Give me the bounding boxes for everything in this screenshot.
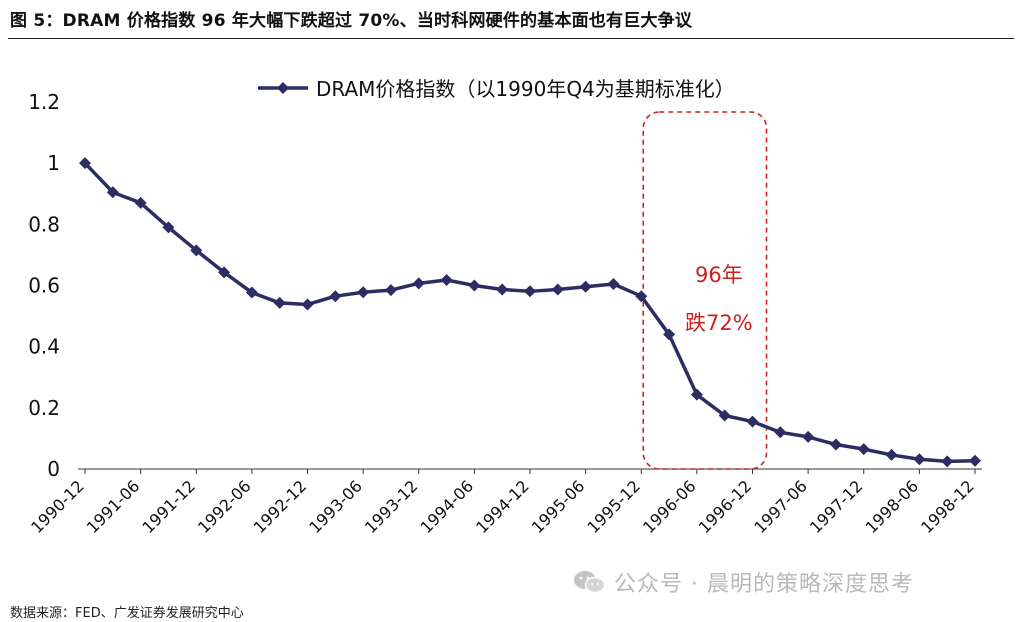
wechat-icon: [574, 571, 606, 594]
data-point: [218, 266, 231, 279]
data-point: [440, 273, 453, 286]
series-line: [83, 161, 977, 464]
data-point: [941, 455, 954, 468]
x-tick-label: 1998-06: [861, 476, 922, 537]
data-point: [802, 430, 815, 443]
source-note: 数据来源：FED、广发证券发展研究中心: [10, 606, 244, 621]
legend-label: DRAM价格指数（以1990年Q4为基期标准化）: [316, 77, 735, 101]
legend-swatch: [258, 81, 308, 94]
x-tick-label: 1993-06: [305, 476, 366, 537]
x-tick-label: 1994-06: [416, 476, 477, 537]
data-point: [857, 443, 870, 456]
x-tick-label: 1993-12: [361, 476, 422, 537]
x-tick-label: 1998-12: [917, 476, 978, 537]
x-tick-label: 1995-06: [528, 476, 589, 537]
x-tick-label: 1996-06: [639, 476, 700, 537]
x-tick-label: 1997-06: [750, 476, 811, 537]
y-tick-label: 0: [47, 457, 60, 481]
data-point: [746, 415, 759, 428]
data-point: [718, 409, 731, 422]
annotation-text-line2: 跌72%: [685, 311, 753, 335]
data-point: [134, 196, 147, 209]
data-point: [162, 221, 175, 234]
data-point: [829, 438, 842, 451]
x-tick-label: 1992-12: [250, 476, 311, 537]
data-point: [301, 298, 314, 311]
data-point: [496, 283, 509, 296]
chart-legend: DRAM价格指数（以1990年Q4为基期标准化）: [258, 73, 735, 102]
data-point: [774, 426, 787, 439]
data-point: [79, 157, 91, 170]
watermark: 公众号 · 晨明的策略深度思考: [572, 566, 914, 598]
data-point: [969, 454, 981, 467]
y-tick-label: 1.2: [28, 90, 60, 114]
data-point: [663, 328, 676, 341]
data-point: [384, 284, 397, 297]
figure-title: 图 5：DRAM 价格指数 96 年大幅下跌超过 70%、当时科网硬件的基本面也…: [10, 11, 693, 31]
data-point: [579, 280, 592, 293]
x-tick-label: 1992-06: [194, 476, 255, 537]
x-tick-label: 1990-12: [27, 476, 88, 537]
annotation-text-line1: 96年: [695, 263, 743, 287]
y-tick-label: 0.4: [28, 335, 60, 359]
data-point: [273, 296, 286, 309]
x-tick-label: 1996-12: [695, 476, 756, 537]
data-point: [524, 285, 536, 298]
y-tick-label: 0.6: [28, 274, 60, 298]
y-tick-label: 1: [47, 151, 60, 175]
data-point: [635, 290, 648, 303]
data-point: [357, 286, 370, 299]
data-point: [190, 244, 203, 257]
data-point: [245, 286, 258, 299]
data-point: [885, 448, 898, 461]
x-tick-label: 1997-12: [806, 476, 867, 537]
x-tick-label: 1991-12: [138, 476, 199, 537]
data-point: [412, 277, 425, 290]
data-point: [607, 277, 620, 290]
data-point: [551, 283, 564, 296]
annotation-box: [642, 111, 768, 470]
data-point: [690, 388, 703, 401]
data-point: [468, 279, 481, 292]
y-tick-label: 0.2: [28, 396, 60, 420]
data-point: [106, 186, 119, 199]
x-tick-label: 1994-12: [472, 476, 533, 537]
y-tick-label: 0.8: [28, 212, 60, 236]
title-divider: [8, 38, 1014, 39]
data-point: [913, 453, 926, 466]
x-tick-label: 1995-12: [583, 476, 644, 537]
watermark-text: 公众号 · 晨明的策略深度思考: [614, 572, 914, 597]
data-point: [329, 290, 342, 303]
x-tick-label: 1991-06: [83, 476, 144, 537]
